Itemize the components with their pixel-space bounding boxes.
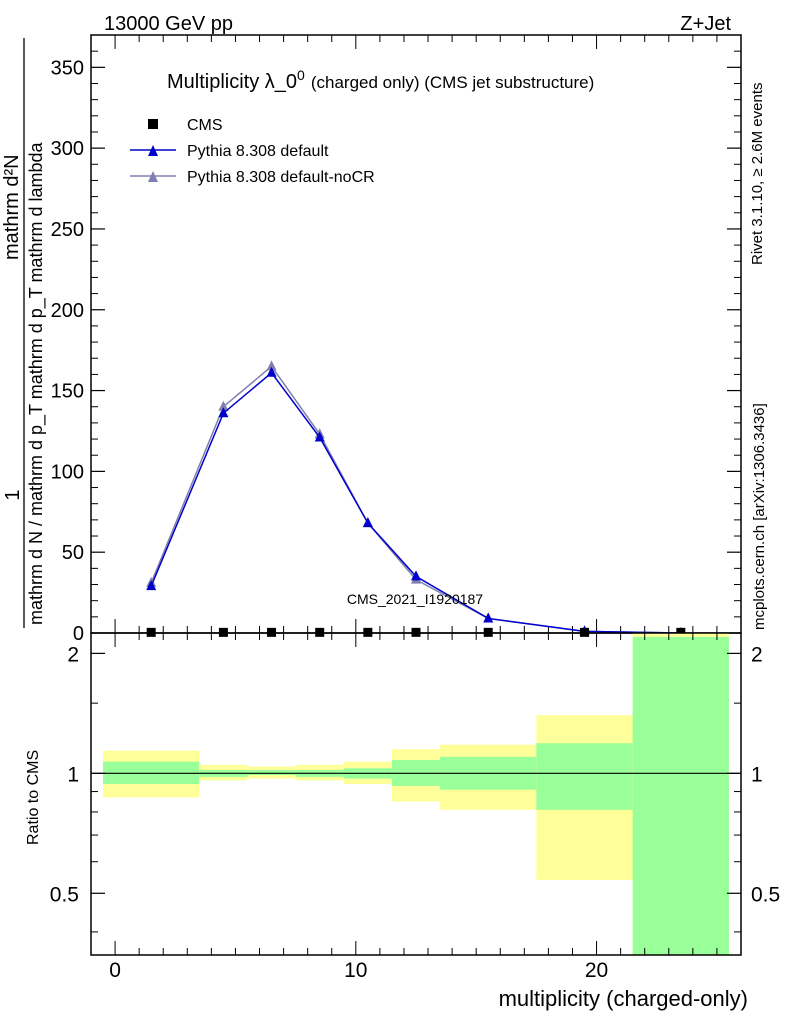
series-point-default: [483, 612, 494, 623]
main-title-superscript: 0: [297, 67, 305, 83]
main-title: Multiplicity λ_00 (charged only) (CMS jet…: [167, 67, 594, 93]
ratio-panel-frame: [90, 632, 742, 956]
ratio-xtick-label: 0: [109, 959, 121, 982]
main-title-suffix: (charged only) (CMS jet substructure): [311, 73, 594, 92]
series-point-default: [411, 570, 421, 581]
ratio-ytick-label: 0.5: [50, 883, 79, 906]
mcplots-label: mcplots.cern.ch [arXiv:1306.3436]: [751, 403, 768, 630]
rivet-label: Rivet 3.1.10, ≥ 2.6M events: [749, 83, 766, 266]
legend-nocr-label: Pythia 8.308 default-noCR: [187, 169, 375, 186]
ratio-ytick-label-right: 1: [751, 763, 763, 786]
main-ylabel-main: mathrm d N / mathrm d p_T mathrm d p_T m…: [26, 142, 47, 625]
ratio-ytick-label: 2: [67, 643, 79, 666]
main-ytick-label: 50: [62, 542, 84, 564]
legend-cms-label: CMS: [187, 117, 223, 134]
ratio-band-inner: [247, 769, 296, 776]
ratio-band-inner: [632, 636, 729, 955]
analysis-tag: CMS_2021_I1920187: [347, 591, 483, 607]
ratio-xtick-label: 20: [585, 959, 608, 982]
main-ylabel-numerator: 1: [2, 489, 24, 500]
series-point-nocr: [266, 360, 277, 371]
ratio-bands-layer: [91, 633, 741, 955]
main-ytick-label: 150: [51, 381, 84, 403]
main-ytick-label: 0: [73, 623, 84, 645]
series-point-default: [314, 431, 325, 442]
series-point-default: [146, 580, 157, 591]
ratio-xtick-label: 10: [344, 959, 367, 982]
header-left-label: 13000 GeV pp: [104, 13, 233, 35]
legend: CMS Pythia 8.308 default Pythia 8.308 de…: [130, 117, 375, 186]
ratio-band-inner: [536, 743, 633, 810]
ratio-ytick-label-right: 0.5: [751, 883, 780, 906]
main-title-text: Multiplicity λ_0: [167, 71, 297, 93]
main-ytick-label: 200: [51, 300, 84, 322]
legend-default-label: Pythia 8.308 default: [187, 143, 329, 160]
legend-default-marker: [148, 145, 158, 156]
legend-nocr-marker: [148, 171, 158, 182]
series-point-default: [362, 517, 373, 528]
header-right-label: Z+Jet: [680, 13, 731, 35]
main-axis-ticks: 50 100 150 200 250 300 350 0: [51, 35, 741, 645]
series-point-nocr: [218, 400, 229, 411]
main-ylabel-top: mathrm d²N: [1, 154, 23, 260]
main-ytick-label: 100: [51, 461, 84, 483]
main-ytick-label: 250: [51, 219, 84, 241]
legend-cms-marker: [148, 119, 158, 129]
ratio-ylabel: Ratio to CMS: [25, 750, 42, 845]
ratio-axis-ticks: 0.5 0.51 12 20 10 20: [50, 633, 780, 982]
main-ytick-label: 300: [51, 138, 84, 160]
series-point-default: [266, 366, 277, 377]
main-ytick-label: 350: [51, 57, 84, 79]
ratio-ytick-label: 1: [67, 763, 79, 786]
series-point-default: [218, 407, 229, 418]
ratio-xlabel: multiplicity (charged-only): [499, 986, 748, 1011]
main-y-axis-label: 1 mathrm d N / mathrm d p_T mathrm d p_T…: [1, 38, 47, 628]
ratio-ytick-label-right: 2: [751, 643, 763, 666]
